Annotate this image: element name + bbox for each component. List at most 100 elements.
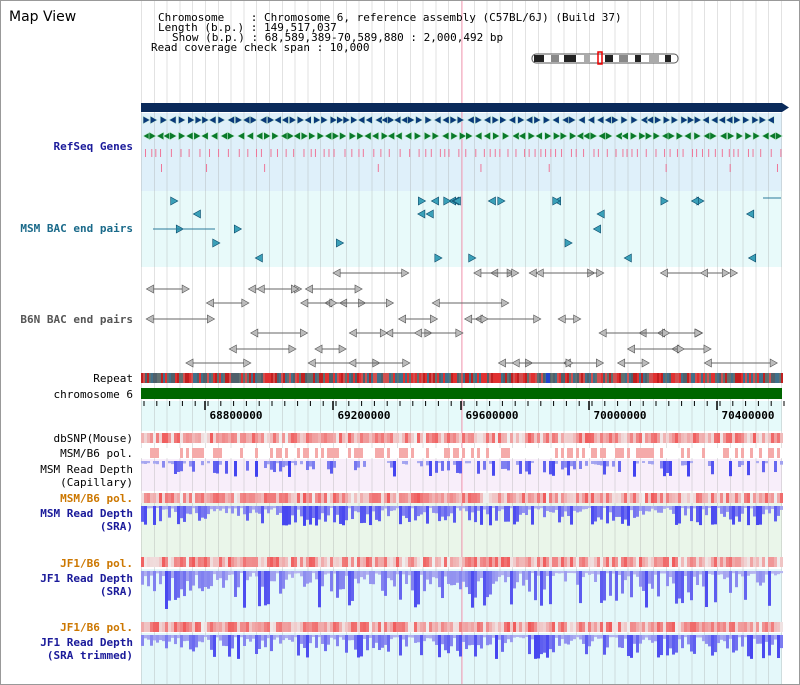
- msm-pol-heat-cell: [732, 448, 735, 458]
- jf1-trim-depth-bar: [498, 635, 501, 640]
- capillary-depth-bar: [171, 461, 174, 465]
- jf1-pol-2-heat-cell: [732, 622, 735, 632]
- jf1-sra-depth-bar: [711, 571, 714, 575]
- msm-pol-heat-cell: [630, 448, 633, 458]
- gene-glyph: [394, 131, 403, 141]
- dbsnp-heat-cell: [585, 433, 588, 443]
- msm-pol-2-heat-cell: [693, 493, 696, 503]
- msm-pol-2-heat-cell: [507, 493, 510, 503]
- jf1-sra-depth-bar: [333, 571, 336, 574]
- jf1-trim-depth-bar: [663, 635, 666, 639]
- jf1-pol-heat-cell: [573, 557, 576, 567]
- repeat-segment: [603, 373, 605, 383]
- jf1-pol-2-heat-cell: [261, 622, 264, 632]
- jf1-trim-depth-bar: [777, 635, 780, 659]
- jf1-sra-depth-bar: [435, 571, 438, 579]
- capillary-depth-bar: [651, 461, 654, 465]
- msm-pol-2-heat-cell: [426, 493, 429, 503]
- msm-pol-heat-cell: [453, 448, 456, 458]
- track-label-dbsnp[interactable]: dbSNP(Mouse): [53, 432, 133, 445]
- gene-tick: [358, 149, 360, 157]
- capillary-depth-bar: [141, 461, 144, 464]
- repeat-segment: [687, 373, 689, 383]
- gene-glyph: [300, 131, 309, 141]
- gene-tick: [729, 164, 731, 172]
- repeat-segment: [289, 373, 291, 383]
- track-label-jf1-b6-pol-2[interactable]: JF1/B6 pol.: [60, 621, 133, 634]
- repeat-segment: [249, 373, 251, 383]
- jf1-pol-2-heat-cell: [156, 622, 159, 632]
- repeat-segment: [745, 373, 747, 383]
- msm-sra-depth-bar: [375, 506, 378, 520]
- bac-end-glyph: [596, 209, 605, 219]
- msm-pol-2-heat-cell: [264, 493, 267, 503]
- msm-pol-2-heat-cell: [414, 493, 417, 503]
- track-label-refseq[interactable]: RefSeq Genes: [53, 140, 133, 153]
- jf1-trim-depth-bar: [393, 635, 396, 638]
- jf1-pol-heat-cell: [447, 557, 450, 567]
- track-label-msm-b6-pol-2[interactable]: MSM/B6 pol.: [60, 492, 133, 505]
- jf1-sra-depth-bar: [195, 571, 198, 576]
- track-label-msm-depth-cap-1[interactable]: MSM Read Depth: [40, 463, 133, 476]
- b6n-end-glyph: [329, 298, 338, 308]
- jf1-pol-heat-cell: [381, 557, 384, 567]
- b6n-end-glyph: [596, 358, 605, 368]
- msm-pol-2-heat-cell: [381, 493, 384, 503]
- capillary-depth-bar: [438, 461, 441, 464]
- jf1-pol-heat-cell: [699, 557, 702, 567]
- track-label-jf1-depth-sra-1[interactable]: JF1 Read Depth: [40, 572, 133, 585]
- jf1-pol-heat-cell: [702, 557, 705, 567]
- track-label-chromosome[interactable]: chromosome 6: [53, 388, 133, 401]
- jf1-sra-depth-bar: [282, 571, 285, 589]
- msm-pol-2-heat-cell: [543, 493, 546, 503]
- b6n-end-glyph: [243, 358, 252, 368]
- track-label-jf1-b6-pol-1[interactable]: JF1/B6 pol.: [60, 557, 133, 570]
- jf1-pol-2-heat-cell: [489, 622, 492, 632]
- jf1-pol-2-heat-cell: [642, 622, 645, 632]
- gene-tick: [776, 164, 778, 172]
- msm-sra-depth-bar: [687, 506, 690, 509]
- b6n-end-glyph: [676, 344, 686, 354]
- capillary-depth-bar: [156, 461, 159, 465]
- jf1-pol-2-heat-cell: [369, 622, 372, 632]
- msm-pol-heat-cell: [576, 448, 579, 458]
- msm-sra-depth-bar: [381, 506, 384, 511]
- capillary-depth-bar: [738, 461, 741, 467]
- repeat-segment: [781, 373, 783, 383]
- repeat-segment: [381, 373, 383, 383]
- gene-glyph: [407, 115, 416, 125]
- repeat-segment: [675, 373, 677, 383]
- capillary-depth-bar: [669, 461, 672, 476]
- track-label-msm-bac[interactable]: MSM BAC end pairs: [20, 222, 133, 235]
- msm-sra-depth-bar: [333, 506, 336, 523]
- jf1-trim-depth-bar: [600, 635, 603, 639]
- jf1-pol-heat-cell: [492, 557, 495, 567]
- msm-sra-depth-bar: [141, 506, 144, 522]
- repeat-segment: [557, 373, 559, 383]
- jf1-trim-depth-bar: [453, 635, 456, 639]
- msm-pol-heat-cell: [270, 448, 273, 458]
- track-label-msm-b6-pol-1[interactable]: MSM/B6 pol.: [60, 447, 133, 460]
- jf1-pol-2-heat-cell: [387, 622, 390, 632]
- capillary-depth-bar: [501, 461, 504, 469]
- capillary-depth-bar: [354, 461, 357, 471]
- jf1-pol-2-heat-cell: [318, 622, 321, 632]
- jf1-pol-heat-cell: [372, 557, 375, 567]
- msm-pol-heat-cell: [351, 448, 354, 458]
- bac-end-glyph: [336, 238, 345, 248]
- repeat-segment: [311, 373, 313, 383]
- msm-pol-2-heat-cell: [753, 493, 756, 503]
- gene-tick: [377, 164, 379, 172]
- jf1-pol-heat-cell: [495, 557, 498, 567]
- track-label-msm-depth-sra-1[interactable]: MSM Read Depth: [40, 507, 133, 520]
- repeat-segment: [749, 373, 751, 383]
- msm-pol-2-heat-cell: [204, 493, 207, 503]
- track-label-jf1-depth-trim-1[interactable]: JF1 Read Depth: [40, 636, 133, 649]
- track-label-repeat[interactable]: Repeat: [93, 372, 133, 385]
- gene-tick: [458, 149, 460, 157]
- chromosome-ideogram[interactable]: [531, 51, 679, 65]
- jf1-pol-2-heat-cell: [246, 622, 249, 632]
- track-label-b6n-bac[interactable]: B6N BAC end pairs: [20, 313, 133, 326]
